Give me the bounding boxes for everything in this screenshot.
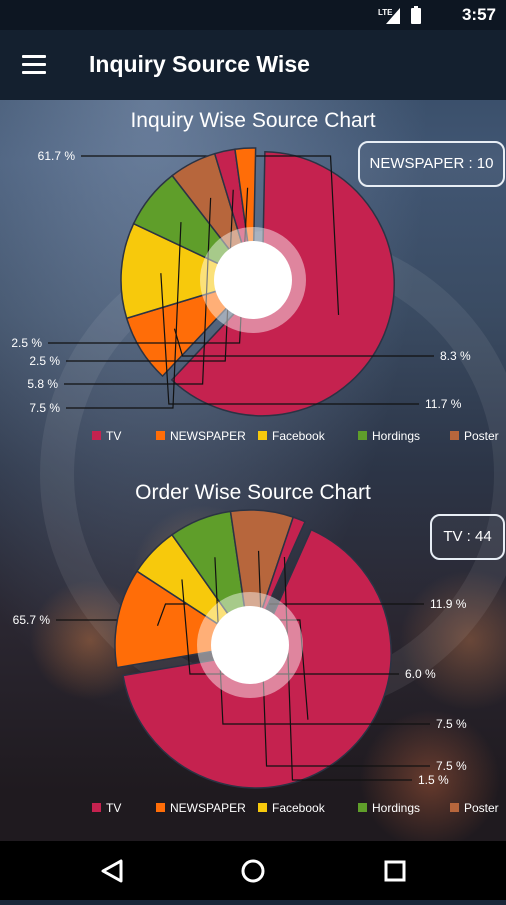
leader-line (160, 273, 419, 405)
slice-percent-label: 7.5 % (436, 717, 467, 731)
inquiry-selected-badge[interactable]: NEWSPAPER : 10 (358, 141, 505, 187)
status-icons: LTE (378, 6, 421, 24)
legend-item-hordings[interactable]: Hordings (372, 801, 420, 815)
legend-swatch (450, 803, 459, 812)
leader-line (283, 556, 412, 781)
lte-label: LTE (378, 8, 393, 17)
legend-swatch (358, 803, 367, 812)
legend-swatch (92, 803, 101, 812)
legend-swatch (156, 803, 165, 812)
battery-icon (411, 8, 421, 24)
order-pie-chart[interactable]: 65.7 %11.9 %6.0 %7.5 %7.5 %1.5 %TV NEWSPA… (0, 500, 506, 840)
leader-line (66, 222, 182, 409)
slice-percent-label: 2.5 % (11, 336, 42, 350)
leader-line (181, 579, 399, 675)
donut-center (214, 241, 292, 319)
legend-swatch (156, 431, 165, 440)
slice-percent-label: 6.0 % (405, 667, 436, 681)
legend-item-poster[interactable]: Poster (464, 801, 499, 815)
donut-center (211, 606, 289, 684)
slice-percent-label: 61.7 % (38, 149, 76, 163)
order-selected-badge[interactable]: TV : 44 (430, 514, 505, 560)
slice-percent-label: 11.9 % (430, 597, 467, 611)
status-time: 3:57 (461, 5, 496, 24)
legend-item-facebook[interactable]: Facebook (272, 801, 326, 815)
slice-percent-label: 1.5 % (418, 773, 449, 787)
inquiry-chart-title: Inquiry Wise Source Chart (130, 109, 376, 132)
inquiry-pie-chart[interactable]: 61.7 % 8.3 % 11.7 % 7.5 % 5.8 % 2.5 % 2.5 % TV N… (0, 100, 506, 450)
leader-line (48, 187, 249, 344)
home-circle-icon[interactable] (241, 859, 265, 883)
leader-line (81, 155, 340, 315)
slice-percent-label: 7.5 % (29, 401, 60, 415)
legend-item-poster[interactable]: Poster (464, 429, 499, 443)
status-bar: LTE 3:57 (0, 0, 506, 30)
slice-percent-label: 11.7 % (425, 397, 462, 411)
slice-percent-label: 65.7 % (13, 613, 51, 627)
leader-line (214, 557, 430, 725)
legend-swatch (450, 431, 459, 440)
navigation-bar (0, 841, 506, 900)
slice-percent-label: 7.5 % (436, 759, 467, 773)
leader-line (66, 189, 234, 362)
legend-item-facebook[interactable]: Facebook (272, 429, 326, 443)
legend-item-newspaper[interactable]: NEWSPAPER (170, 801, 246, 815)
page-title: Inquiry Source Wise (89, 51, 310, 77)
leader-line (173, 328, 434, 357)
legend-item-tv[interactable]: TV (106, 429, 121, 443)
recents-square-icon[interactable] (384, 860, 406, 882)
hamburger-menu-icon[interactable] (22, 55, 46, 75)
slice-percent-label: 2.5 % (29, 354, 60, 368)
legend-swatch (258, 431, 267, 440)
legend-item-newspaper[interactable]: NEWSPAPER (170, 429, 246, 443)
legend-swatch (92, 431, 101, 440)
order-chart-title: Order Wise Source Chart (135, 481, 371, 504)
back-triangle-icon[interactable] (101, 859, 123, 883)
leader-line (156, 603, 424, 626)
legend-item-hordings[interactable]: Hordings (372, 429, 420, 443)
pie-slice-facebook[interactable] (120, 222, 256, 320)
leader-line (64, 197, 212, 385)
legend-swatch (358, 431, 367, 440)
app-bar: Inquiry Source Wise (0, 30, 506, 100)
legend-swatch (258, 803, 267, 812)
slice-percent-label: 8.3 % (440, 349, 471, 363)
slice-percent-label: 5.8 % (27, 377, 58, 391)
legend-item-tv[interactable]: TV (106, 801, 121, 815)
signal-icon (386, 8, 400, 24)
